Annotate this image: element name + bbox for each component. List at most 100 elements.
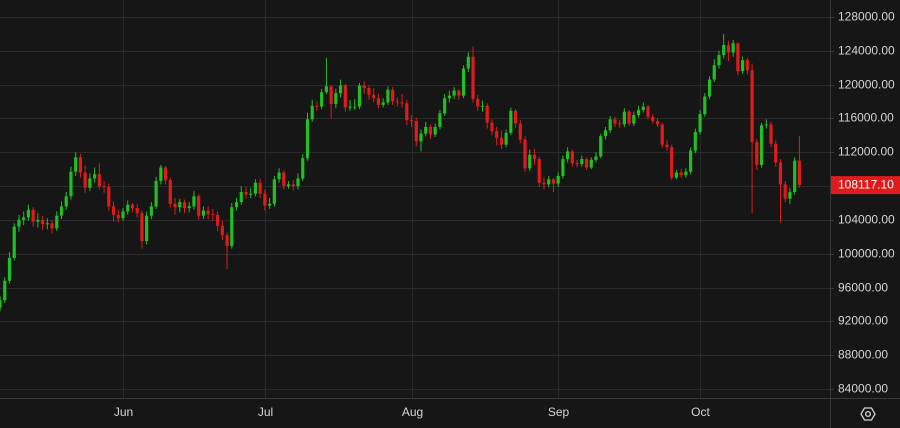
candle-body [163, 167, 168, 181]
x-tick-label: Aug [402, 405, 423, 419]
candle-body [655, 120, 660, 125]
candle-body [305, 119, 310, 159]
candle-body [632, 115, 636, 124]
candle-body [69, 171, 73, 197]
y-tick-label: 120000.00 [838, 78, 895, 92]
candle-body [703, 96, 707, 115]
last-price-label: 108117.10 [838, 177, 894, 191]
candle-body [329, 86, 333, 105]
candle-body [296, 178, 300, 187]
candle-body [154, 181, 158, 207]
candle-body [641, 106, 645, 110]
x-tick-label: Oct [691, 405, 710, 419]
candle-body [679, 172, 683, 176]
candle-body [102, 186, 106, 188]
candle-body [36, 219, 40, 222]
candle-body [391, 89, 395, 102]
y-tick-label: 112000.00 [838, 145, 894, 159]
candle-body [717, 55, 721, 66]
candle-body [622, 111, 626, 125]
candle-body [513, 110, 518, 124]
candle-body [769, 124, 773, 144]
candle-body [97, 174, 101, 187]
candle-body [395, 101, 399, 103]
candle-body [216, 214, 220, 226]
candle-body [386, 89, 390, 103]
labels: 84000.00 88000.00 92000.00 96000.00 100000.0… [114, 10, 900, 419]
candle-body [504, 132, 508, 145]
candle-body [618, 123, 622, 125]
candle-body [745, 60, 749, 71]
candle-body [575, 163, 579, 165]
candle-body [523, 139, 527, 169]
y-tick-label: 84000.00 [838, 382, 888, 396]
candle-body [428, 126, 433, 135]
y-tick-label: 124000.00 [838, 44, 895, 58]
candle-body [736, 43, 740, 72]
y-tick-label: 100000.00 [838, 247, 895, 261]
candle-body [712, 65, 716, 80]
candle-body [277, 172, 281, 180]
candle-body [211, 213, 215, 215]
candle-body [234, 202, 239, 208]
candle-body [755, 142, 759, 165]
candle-body [93, 174, 97, 179]
candle-body [419, 133, 423, 142]
candle-body [490, 122, 494, 132]
candle-body [348, 106, 352, 108]
candle-body [192, 196, 196, 207]
candle-body [670, 147, 674, 178]
candle-body [689, 150, 693, 172]
candle-body [584, 159, 589, 168]
candle-body [168, 180, 172, 204]
candle-body [268, 203, 272, 206]
y-tick-label: 128000.00 [838, 10, 895, 24]
candle-body [561, 159, 565, 176]
x-tick-label: Jun [114, 405, 133, 419]
candle-body [452, 90, 456, 96]
candle-body [40, 219, 45, 225]
candle-body [78, 157, 83, 173]
candle-body [45, 223, 49, 225]
candle-body [286, 184, 291, 187]
candle-body [282, 172, 286, 187]
candle-body [64, 196, 68, 207]
settings-hexagon [860, 407, 876, 421]
candle-body [372, 94, 376, 99]
candle-body [589, 159, 593, 168]
candle-body [182, 202, 187, 209]
candle-body [433, 126, 437, 135]
y-tick-label: 96000.00 [838, 281, 888, 295]
candle-body [537, 159, 541, 183]
candle-body [126, 204, 130, 212]
candle-body [485, 105, 489, 123]
y-tick-label: 92000.00 [838, 314, 888, 328]
x-tick-label: Sep [548, 405, 570, 419]
candle-body [107, 186, 111, 207]
candle-body [443, 98, 447, 114]
candle-body [291, 184, 295, 187]
candle-body [121, 211, 125, 219]
candle-body [646, 106, 650, 117]
candle-body [726, 44, 731, 53]
candle-body [457, 90, 461, 96]
candle-body [480, 105, 485, 107]
candle-body [12, 226, 16, 258]
candle-body [17, 219, 21, 227]
candle-body [187, 206, 191, 209]
candle-body [594, 156, 598, 160]
candle-body [220, 225, 224, 236]
candle-body [570, 151, 574, 164]
settings-center [864, 410, 872, 418]
settings-icon[interactable] [860, 407, 876, 421]
y-tick-label: 104000.00 [838, 213, 895, 227]
candle-body [324, 86, 328, 93]
candle-body [83, 172, 87, 188]
candle-body [566, 151, 570, 160]
candle-body [613, 119, 617, 124]
candle-body [253, 182, 258, 194]
candle-body [674, 172, 679, 178]
candle-body [722, 44, 726, 56]
candle-body [88, 178, 92, 188]
